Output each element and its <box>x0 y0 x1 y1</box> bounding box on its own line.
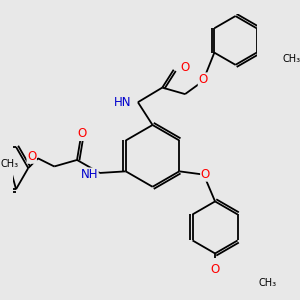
Text: CH₃: CH₃ <box>1 159 19 169</box>
Text: CH₃: CH₃ <box>283 54 300 64</box>
Text: O: O <box>77 128 86 140</box>
Text: O: O <box>27 150 36 163</box>
Text: NH: NH <box>81 168 98 181</box>
Text: O: O <box>198 73 208 86</box>
Text: O: O <box>210 263 220 276</box>
Text: O: O <box>180 61 189 74</box>
Text: CH₃: CH₃ <box>259 278 277 288</box>
Text: O: O <box>201 168 210 181</box>
Text: HN: HN <box>114 96 131 109</box>
